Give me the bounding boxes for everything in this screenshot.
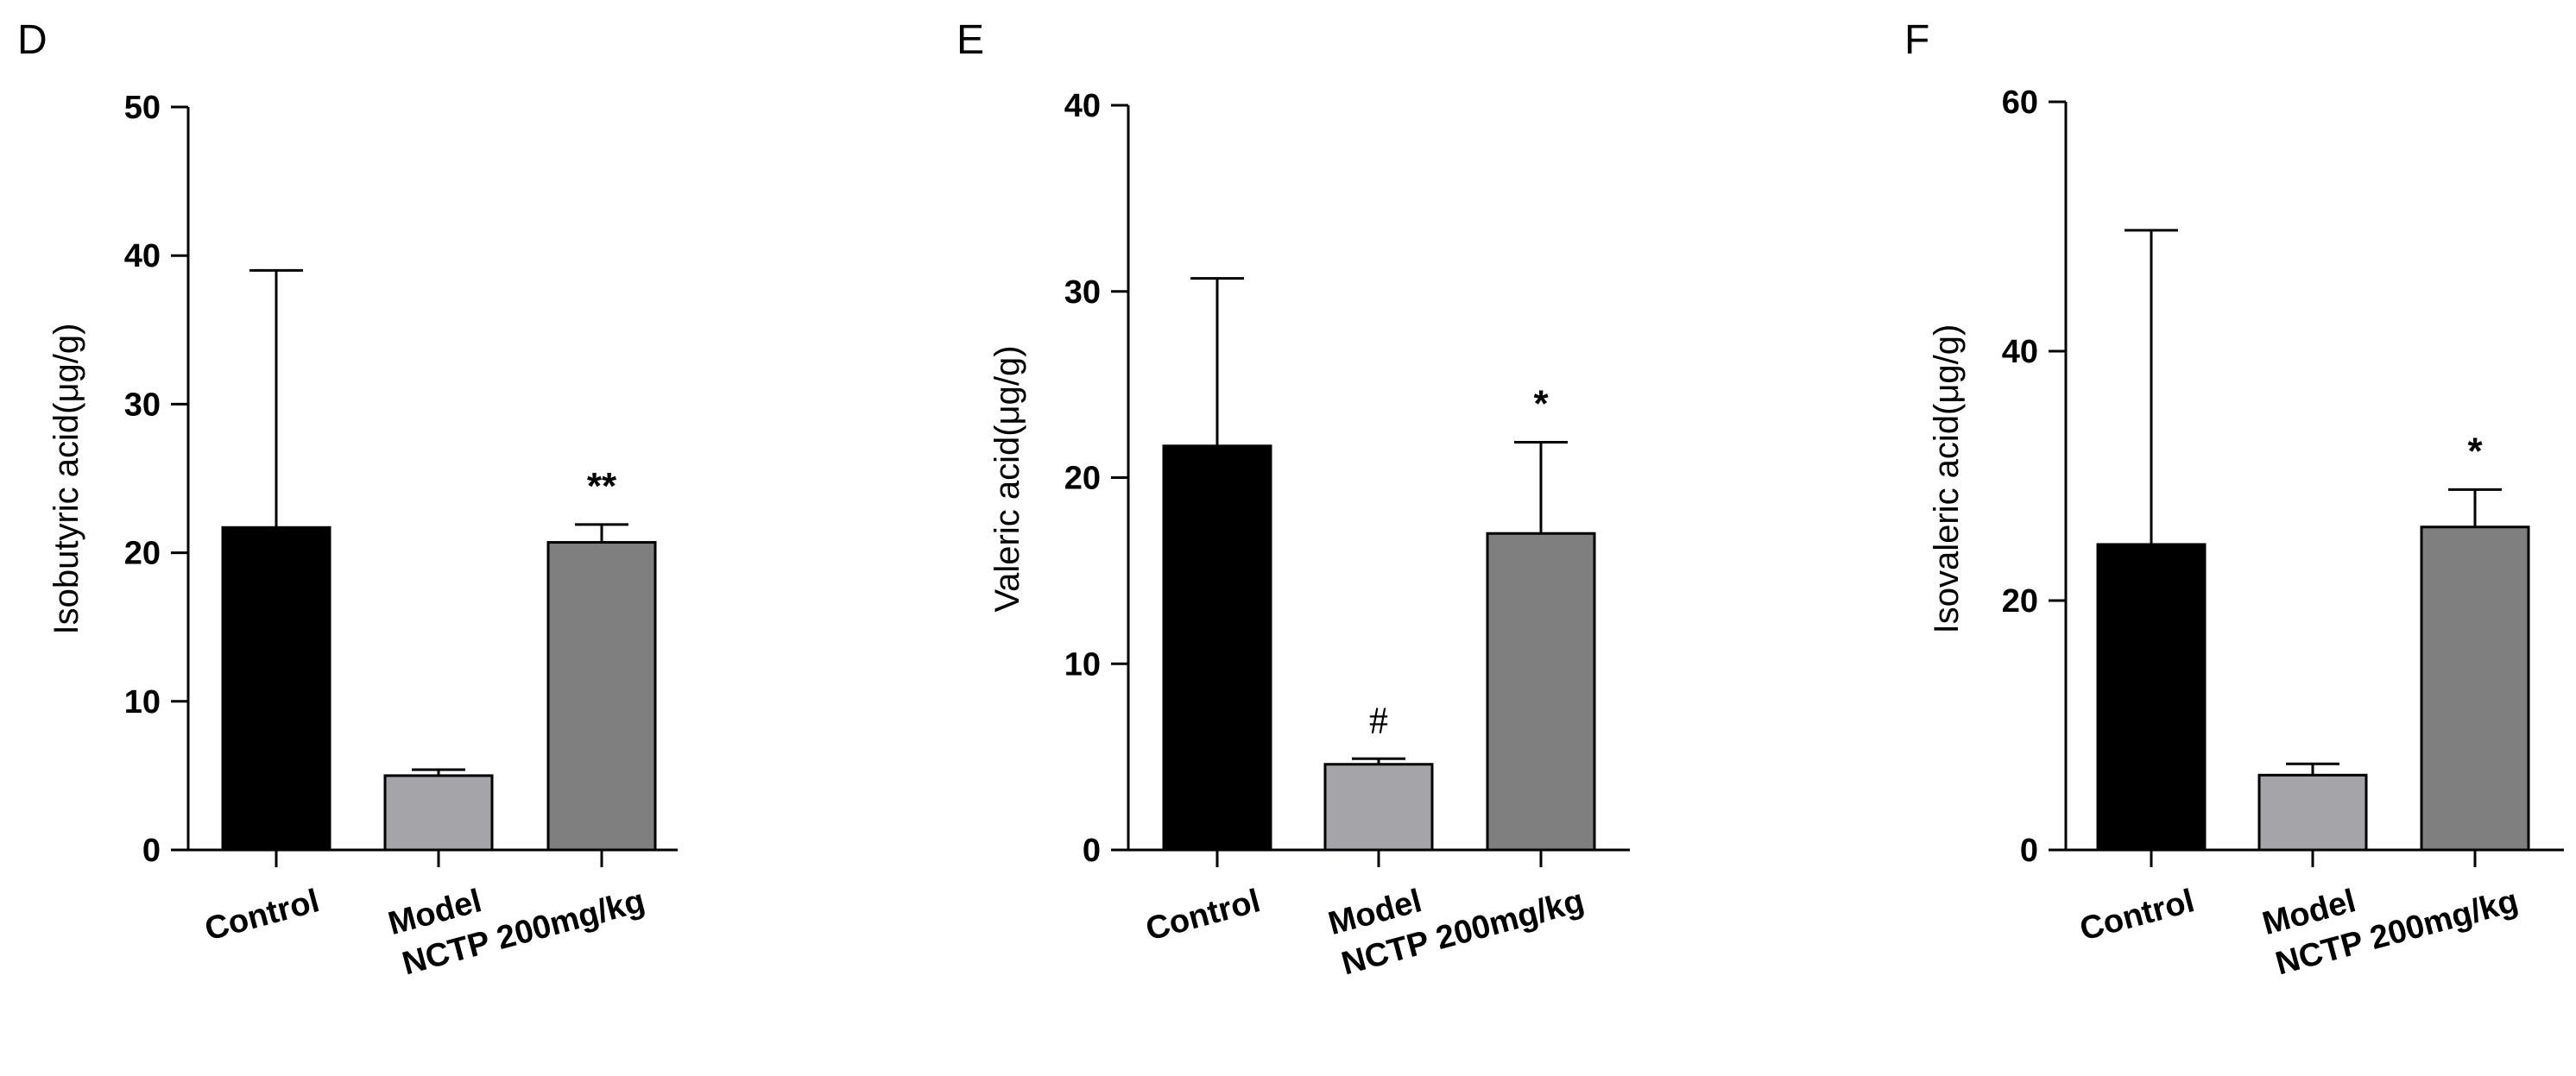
y-tick-label: 10: [1064, 646, 1101, 683]
bar-nctp-200mg-kg: [546, 541, 657, 852]
significance-marker: **: [587, 465, 617, 507]
panel-letter: F: [1904, 17, 1929, 63]
y-tick-label: 20: [1064, 461, 1101, 497]
bar-control: [2096, 543, 2207, 852]
significance-marker: *: [1533, 383, 1549, 425]
x-category-label: Control: [1142, 883, 1264, 948]
y-tick-label: 0: [142, 833, 161, 869]
y-tick-label: 20: [124, 536, 161, 572]
y-tick-label: 30: [1064, 274, 1101, 311]
significance-marker: *: [2467, 430, 2483, 472]
bar-nctp-200mg-kg: [2420, 525, 2530, 852]
bar-model: [1323, 763, 1434, 852]
y-axis-title: Valeric acid(μg/g): [988, 345, 1026, 612]
y-axis-title: Isobutyric acid(μg/g): [47, 324, 85, 635]
y-tick-label: 20: [2002, 583, 2038, 620]
bar-control: [1162, 444, 1272, 852]
bar-control: [221, 525, 331, 852]
panel-letter: E: [957, 17, 984, 63]
y-tick-label: 60: [2002, 85, 2038, 121]
bar-model: [2257, 773, 2368, 852]
x-category-label: Control: [2076, 883, 2198, 948]
chart-panel-d: D 0 10 20 30 40 50 Isobutyric acid(μg/g) Control…: [17, 17, 678, 982]
y-tick-label: 0: [1083, 833, 1101, 869]
x-category-label: Control: [201, 883, 323, 948]
y-axis-title: Isovaleric acid(μg/g): [1928, 324, 1966, 634]
y-tick-label: 10: [124, 684, 161, 720]
y-tick-label: 40: [1064, 88, 1101, 124]
panel-letter: D: [17, 17, 47, 63]
y-tick-label: 30: [124, 387, 161, 423]
y-tick-label: 50: [124, 90, 161, 126]
y-tick-label: 40: [124, 238, 161, 274]
y-tick-label: 40: [2002, 334, 2038, 370]
significance-marker: #: [1369, 699, 1388, 741]
y-tick-label: 0: [2020, 833, 2038, 869]
bar-model: [383, 774, 494, 852]
bar-nctp-200mg-kg: [1486, 532, 1596, 852]
